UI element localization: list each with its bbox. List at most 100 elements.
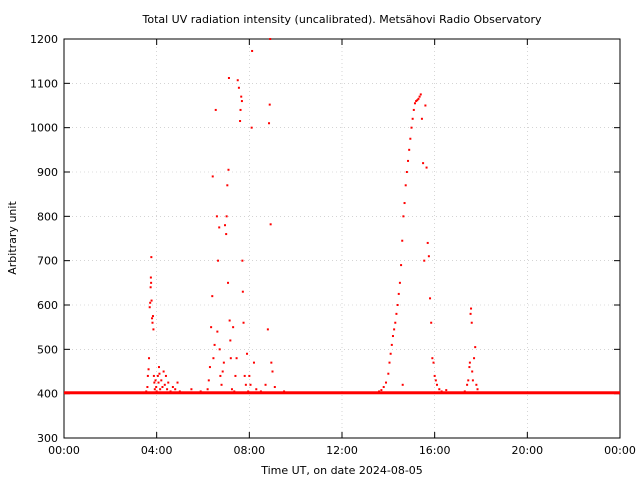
- data-points: [145, 38, 479, 393]
- data-point: [153, 388, 156, 391]
- data-point: [243, 374, 246, 377]
- data-point: [152, 328, 155, 331]
- data-point: [211, 175, 214, 178]
- data-point: [232, 326, 235, 329]
- data-point: [174, 388, 177, 391]
- data-point: [222, 361, 225, 364]
- data-point: [207, 379, 210, 382]
- data-point: [219, 374, 222, 377]
- data-point: [155, 386, 158, 389]
- data-point: [283, 390, 286, 393]
- data-point: [471, 370, 474, 373]
- data-point: [216, 330, 219, 333]
- data-point: [425, 166, 428, 169]
- data-point: [176, 381, 179, 384]
- y-tick-label: 1000: [30, 122, 58, 135]
- axis-ticks: 300 400 500 600 700 800 900 1000 1100 1200 00:00 04…: [30, 33, 636, 457]
- data-point: [476, 388, 479, 391]
- data-point: [266, 328, 269, 331]
- data-point: [473, 357, 476, 360]
- data-point: [388, 361, 391, 364]
- y-tick-label: 1100: [30, 77, 58, 90]
- data-point: [255, 388, 258, 391]
- data-point: [390, 343, 393, 346]
- data-point: [228, 319, 231, 322]
- data-point: [409, 137, 412, 140]
- data-point: [225, 215, 228, 218]
- data-point: [237, 86, 240, 89]
- data-point: [147, 368, 150, 371]
- data-point: [396, 304, 399, 306]
- y-tick-label: 700: [37, 255, 58, 268]
- y-tick-label: 400: [37, 388, 58, 401]
- data-point: [385, 381, 388, 384]
- data-point: [162, 370, 165, 373]
- data-point: [236, 79, 239, 82]
- data-point: [249, 383, 252, 386]
- data-point: [387, 372, 390, 375]
- y-tick-label: 800: [37, 210, 58, 223]
- data-point: [149, 276, 152, 279]
- data-point: [220, 383, 223, 386]
- data-point: [211, 295, 214, 298]
- data-point: [157, 381, 160, 384]
- data-point: [469, 312, 472, 315]
- data-point: [155, 390, 158, 393]
- data-point: [150, 299, 153, 302]
- data-point: [418, 95, 421, 98]
- data-point: [235, 357, 238, 360]
- x-tick-label: 08:00: [233, 444, 265, 457]
- data-point: [433, 374, 436, 377]
- data-point: [240, 95, 243, 98]
- y-axis-label: Arbitrary unit: [6, 201, 19, 275]
- data-point: [268, 122, 271, 125]
- data-point: [412, 108, 415, 111]
- data-point: [148, 306, 151, 309]
- data-point: [217, 259, 220, 262]
- data-point: [395, 312, 398, 315]
- plot-frame: [63, 38, 621, 439]
- data-point: [146, 386, 149, 389]
- data-point: [151, 315, 154, 318]
- data-point: [413, 102, 416, 105]
- data-point: [145, 390, 148, 393]
- data-point: [422, 162, 425, 165]
- data-point: [212, 357, 215, 360]
- data-point: [419, 93, 422, 96]
- data-point: [190, 388, 193, 391]
- data-point: [427, 255, 430, 258]
- data-point: [466, 383, 469, 386]
- data-point: [242, 321, 245, 324]
- data-point: [146, 374, 149, 377]
- data-point: [159, 388, 162, 391]
- data-point: [244, 383, 247, 386]
- data-point: [268, 103, 271, 106]
- data-point: [164, 374, 167, 377]
- data-point: [467, 379, 470, 382]
- data-point: [239, 120, 242, 123]
- x-tick-label: 12:00: [326, 444, 358, 457]
- x-tick-label: 04:00: [141, 444, 173, 457]
- data-point: [426, 241, 429, 244]
- data-point: [391, 335, 394, 338]
- data-point: [411, 117, 414, 120]
- data-point: [273, 386, 276, 389]
- data-point: [148, 357, 151, 360]
- y-tick-label: 300: [37, 432, 58, 445]
- data-point: [227, 281, 230, 284]
- data-point: [270, 361, 273, 364]
- data-point: [241, 290, 244, 293]
- data-point: [382, 386, 385, 389]
- data-point: [445, 389, 448, 392]
- data-point: [438, 388, 441, 391]
- data-point: [167, 381, 170, 384]
- data-point: [420, 117, 423, 120]
- data-point: [393, 328, 396, 331]
- data-point: [271, 370, 274, 373]
- grid: [64, 39, 620, 438]
- data-point: [161, 386, 164, 389]
- chart-title: Total UV radiation intensity (uncalibrat…: [142, 13, 542, 26]
- data-point: [218, 348, 221, 351]
- data-point: [156, 374, 159, 377]
- data-point: [247, 390, 250, 393]
